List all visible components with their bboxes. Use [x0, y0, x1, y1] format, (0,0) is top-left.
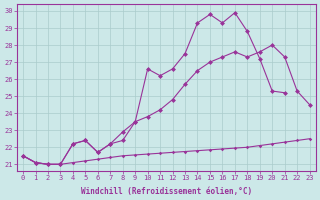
X-axis label: Windchill (Refroidissement éolien,°C): Windchill (Refroidissement éolien,°C)	[81, 187, 252, 196]
